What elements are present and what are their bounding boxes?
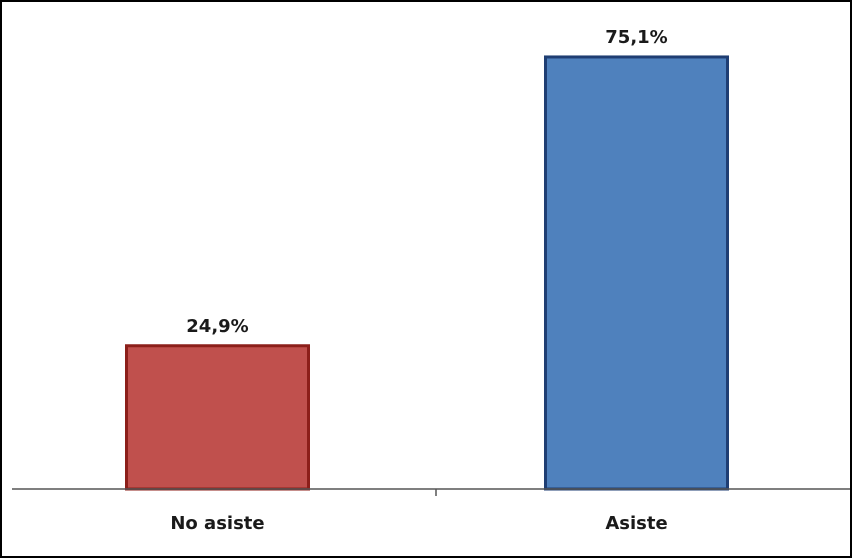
bars-group xyxy=(125,55,729,491)
bar-no-asiste xyxy=(125,344,310,491)
data-label: 75,1% xyxy=(605,27,667,48)
category-label: No asiste xyxy=(170,513,264,534)
bar-asiste xyxy=(544,55,729,491)
labels-group: 24,9% No asiste 75,1% Asiste xyxy=(170,27,667,534)
category-label: Asiste xyxy=(605,513,667,534)
data-label: 24,9% xyxy=(186,316,248,337)
